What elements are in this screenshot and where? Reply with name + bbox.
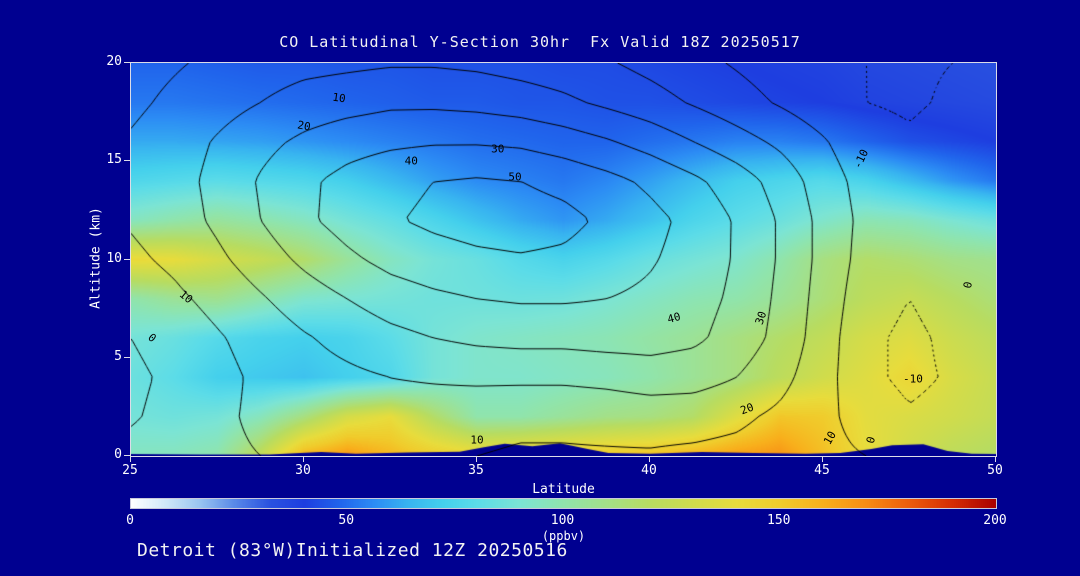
x-tick-label: 35 [468, 463, 484, 478]
x-tick-mark [303, 457, 304, 462]
contour-label: 50 [508, 170, 522, 184]
contour-label: -10 [903, 372, 923, 386]
y-tick-label: 0 [114, 447, 122, 462]
y-tick-label: 15 [106, 152, 122, 168]
colorbar-gradient-canvas [131, 499, 996, 508]
colorbar-tick-label: 50 [338, 513, 355, 528]
colorbar [130, 498, 997, 509]
y-tick-mark [124, 455, 130, 456]
y-tick-mark [124, 62, 130, 63]
contour-lines-canvas [131, 63, 996, 456]
contour-label: 30 [491, 142, 505, 156]
y-tick-label: 10 [106, 250, 122, 266]
contour-label: -10 [850, 147, 872, 172]
x-tick-mark [130, 457, 131, 462]
colorbar-units-label: (ppbv) [541, 529, 586, 543]
y-tick-mark [124, 258, 130, 260]
contour-label: 30 [752, 310, 769, 327]
contour-label: 40 [404, 154, 418, 168]
x-tick-mark [649, 457, 650, 462]
contour-label: 10 [470, 433, 484, 447]
contour-label: 20 [296, 118, 312, 134]
contour-label: 40 [666, 310, 683, 327]
plot-area: 10 20 30 40 50 -10 10 0 40 30 20 10 0 -10 10 0 [130, 62, 997, 457]
contour-label: 10 [331, 91, 347, 106]
y-tick-label: 20 [106, 54, 122, 69]
chart-title: CO Latitudinal Y-Section 30hr Fx Valid 1… [279, 33, 801, 51]
colorbar-tick-label: 150 [767, 513, 791, 528]
contour-label: 10 [820, 429, 839, 448]
contour-labels-layer: 10 20 30 40 50 -10 10 0 40 30 20 10 0 -10 10 0 [131, 63, 996, 456]
y-tick-mark [124, 356, 130, 358]
x-tick-label: 25 [122, 463, 138, 478]
y-tick-label: 5 [114, 348, 122, 364]
contour-label: 20 [738, 400, 756, 418]
colorbar-tick-label: 200 [983, 513, 1007, 528]
footer-caption: Detroit (83°W)Initialized 12Z 20250516 [137, 540, 568, 561]
contour-label: 0 [145, 330, 159, 346]
contour-label: 10 [177, 287, 196, 307]
x-tick-mark [822, 457, 823, 462]
x-axis-label: Latitude [532, 482, 595, 497]
x-tick-label: 40 [641, 463, 657, 478]
y-tick-mark [124, 160, 130, 162]
x-tick-mark [476, 457, 477, 462]
x-tick-label: 45 [814, 463, 830, 478]
x-tick-label: 50 [987, 463, 1003, 478]
contour-label: 0 [864, 435, 879, 446]
contour-label: 0 [961, 280, 976, 290]
colorbar-tick-label: 100 [550, 513, 575, 528]
x-tick-mark [995, 457, 996, 462]
colorbar-tick-label: 0 [126, 513, 134, 528]
x-tick-label: 30 [295, 463, 311, 478]
